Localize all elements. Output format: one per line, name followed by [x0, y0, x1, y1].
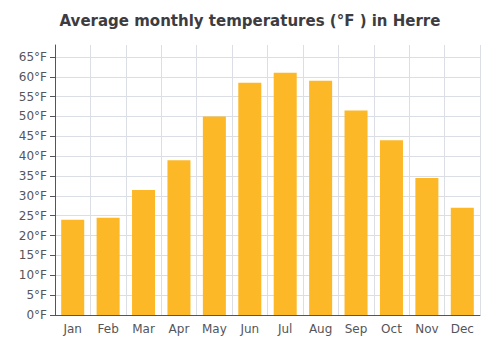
svg-text:50°F: 50°F [19, 109, 47, 123]
svg-text:20°F: 20°F [19, 229, 47, 243]
svg-text:60°F: 60°F [19, 70, 47, 84]
svg-text:35°F: 35°F [19, 169, 47, 183]
svg-text:Jul: Jul [277, 322, 292, 336]
svg-text:Nov: Nov [415, 322, 438, 336]
svg-text:Apr: Apr [169, 322, 190, 336]
svg-text:40°F: 40°F [19, 149, 47, 163]
svg-text:10°F: 10°F [19, 268, 47, 282]
svg-text:Feb: Feb [98, 322, 119, 336]
svg-text:55°F: 55°F [19, 90, 47, 104]
svg-text:30°F: 30°F [19, 189, 47, 203]
svg-text:5°F: 5°F [26, 288, 47, 302]
svg-text:15°F: 15°F [19, 248, 47, 262]
svg-text:Jun: Jun [239, 322, 259, 336]
svg-text:Sep: Sep [345, 322, 368, 336]
svg-text:Aug: Aug [309, 322, 332, 336]
svg-text:May: May [202, 322, 227, 336]
svg-text:Dec: Dec [451, 322, 474, 336]
svg-text:Average monthly temperatures (: Average monthly temperatures (°F ) in He… [60, 12, 441, 30]
svg-text:45°F: 45°F [19, 129, 47, 143]
svg-text:25°F: 25°F [19, 209, 47, 223]
svg-text:Jan: Jan [62, 322, 82, 336]
svg-text:Oct: Oct [381, 322, 402, 336]
svg-text:65°F: 65°F [19, 50, 47, 64]
svg-text:Mar: Mar [132, 322, 155, 336]
svg-text:0°F: 0°F [26, 308, 47, 322]
